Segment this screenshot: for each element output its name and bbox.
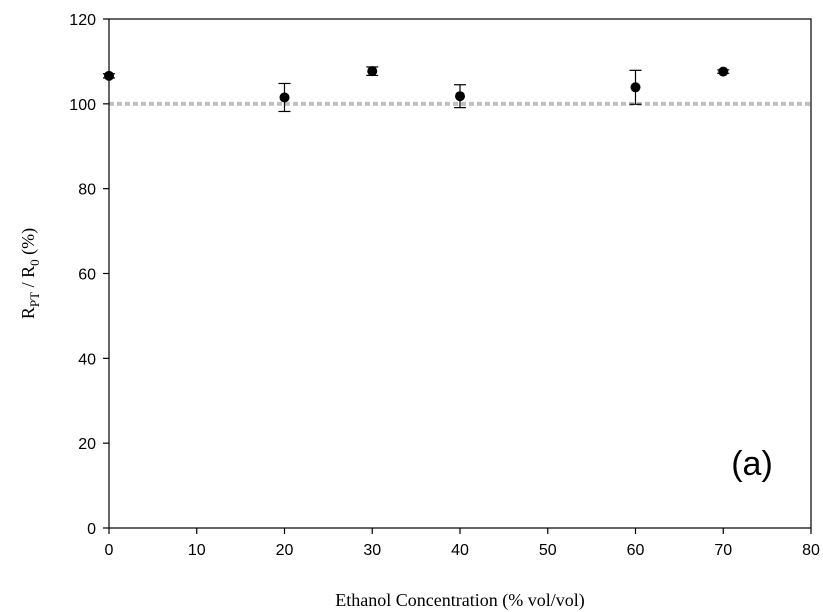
data-point: [718, 66, 729, 77]
y-tick-label: 20: [78, 436, 96, 453]
y-axis-title-part: (%): [18, 228, 39, 259]
y-tick-label: 40: [78, 351, 96, 368]
x-tick-label: 80: [802, 542, 820, 559]
x-tick-label: 10: [188, 542, 206, 559]
panel-label: (a): [731, 445, 773, 483]
data-point: [279, 92, 290, 103]
y-axis-title-part: R: [18, 307, 38, 319]
data-point: [104, 70, 114, 81]
y-tick-label: 60: [78, 267, 96, 284]
x-tick-label: 40: [451, 542, 469, 559]
data-point: [455, 91, 465, 102]
x-tick-label: 0: [105, 542, 114, 559]
y-tick-label: 120: [69, 12, 96, 29]
y-tick-label: 80: [78, 182, 96, 199]
x-tick-label: 20: [276, 542, 294, 559]
data-point: [367, 66, 378, 77]
y-axis-title-part: / R: [18, 266, 38, 292]
y-axis-title: RPT / R0 (%): [18, 228, 42, 319]
x-tick-label: 70: [714, 542, 732, 559]
x-axis-title: Ethanol Concentration (% vol/vol): [335, 590, 584, 611]
x-tick-label: 60: [627, 542, 645, 559]
y-axis-title-part: PT: [27, 292, 42, 307]
y-axis-title-part: 0: [27, 259, 42, 266]
data-point: [630, 82, 641, 93]
axis-ticks: 0 10 20 30 40 50 60 70 80 0 20 40 60 80 100 120: [69, 12, 820, 559]
x-tick-label: 30: [363, 542, 381, 559]
y-tick-label: 0: [87, 521, 96, 538]
data-points: [103, 66, 730, 113]
y-tick-label: 100: [69, 97, 96, 114]
x-tick-label: 50: [539, 542, 557, 559]
